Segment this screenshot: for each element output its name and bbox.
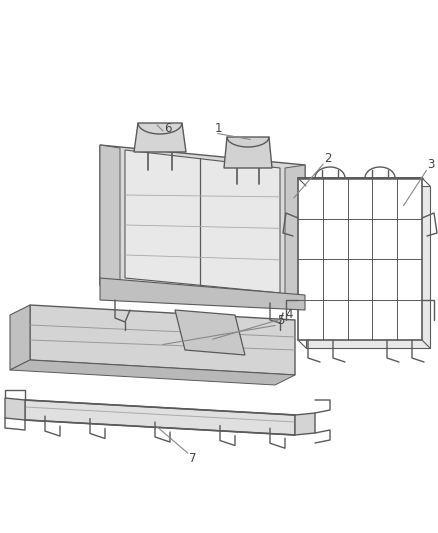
Text: 7: 7 — [189, 453, 197, 465]
Polygon shape — [10, 305, 30, 370]
Polygon shape — [134, 123, 186, 152]
Polygon shape — [100, 278, 305, 310]
Polygon shape — [100, 145, 120, 285]
Polygon shape — [285, 165, 305, 300]
Polygon shape — [306, 186, 430, 348]
Polygon shape — [295, 413, 315, 435]
Polygon shape — [125, 150, 280, 293]
Polygon shape — [224, 137, 272, 168]
Text: 6: 6 — [164, 123, 172, 135]
Polygon shape — [298, 178, 422, 340]
Text: 3: 3 — [427, 157, 434, 171]
Text: 1: 1 — [214, 123, 222, 135]
Polygon shape — [30, 305, 295, 375]
Polygon shape — [100, 145, 305, 300]
Text: 5: 5 — [277, 314, 285, 327]
Polygon shape — [25, 400, 295, 435]
Polygon shape — [5, 398, 25, 420]
Text: 2: 2 — [324, 151, 332, 165]
Text: 4: 4 — [285, 308, 293, 320]
Polygon shape — [175, 310, 245, 355]
Polygon shape — [10, 360, 295, 385]
